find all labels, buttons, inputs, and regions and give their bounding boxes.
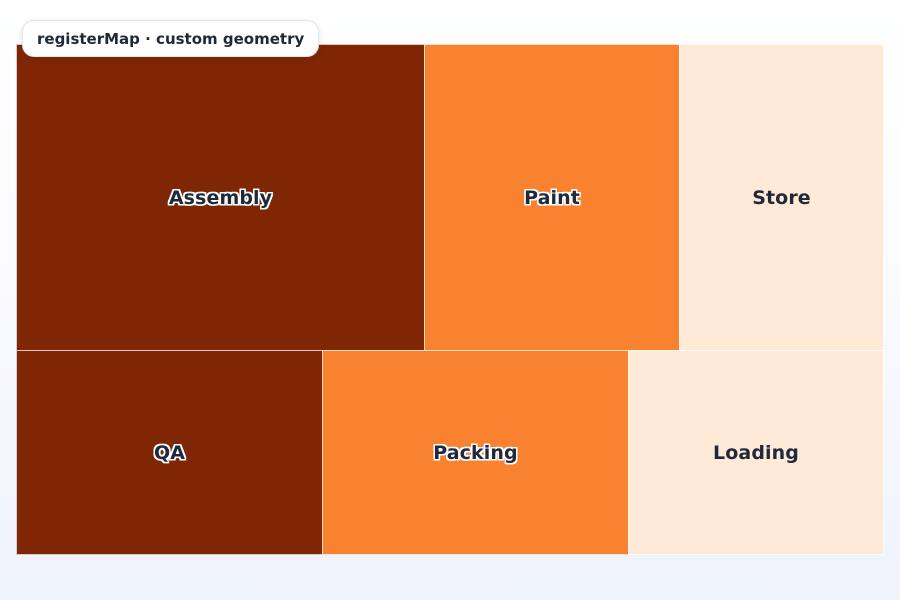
region-loading[interactable]: Loading (628, 350, 884, 555)
region-qa[interactable]: QA (16, 350, 323, 555)
region-label-store: Store (752, 186, 811, 209)
region-assembly[interactable]: Assembly (16, 44, 425, 351)
region-label-loading: Loading (713, 441, 799, 464)
map-title-badge: registerMap · custom geometry (22, 20, 320, 57)
region-paint[interactable]: Paint (424, 44, 680, 351)
map-canvas[interactable]: Assembly Paint Store QA Packing Loading (16, 44, 884, 555)
region-label-assembly: Assembly (168, 186, 273, 209)
region-store[interactable]: Store (679, 44, 884, 351)
region-label-packing: Packing (433, 441, 518, 464)
region-label-qa: QA (153, 441, 186, 464)
region-packing[interactable]: Packing (322, 350, 629, 555)
region-label-paint: Paint (524, 186, 580, 209)
